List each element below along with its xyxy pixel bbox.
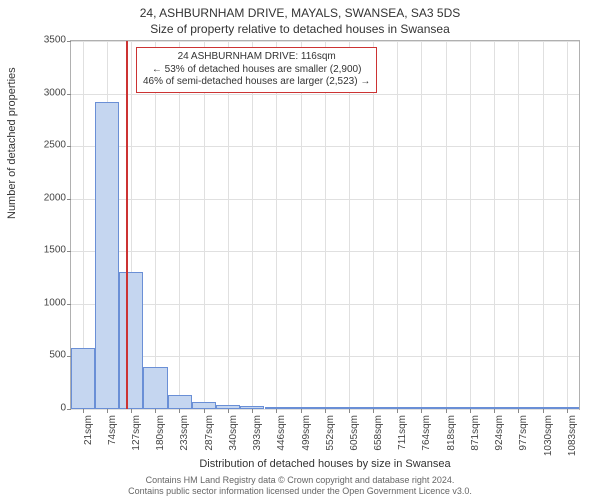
x-axis-label: Distribution of detached houses by size … <box>70 458 580 470</box>
x-tick-label: 605sqm <box>349 413 360 451</box>
gridline-v <box>470 41 471 409</box>
y-tick-label: 1500 <box>6 245 66 256</box>
y-tick-mark <box>67 409 71 410</box>
gridline-v <box>325 41 326 409</box>
annotation-box: 24 ASHBURNHAM DRIVE: 116sqm ← 53% of det… <box>136 47 377 93</box>
gridline-v <box>276 41 277 409</box>
x-tick-label: 233sqm <box>179 413 190 451</box>
footer-attribution: Contains HM Land Registry data © Crown c… <box>0 475 600 496</box>
x-tick-label: 287sqm <box>204 413 215 451</box>
x-tick-label: 1083sqm <box>567 413 578 456</box>
gridline-v <box>397 41 398 409</box>
histogram-bar <box>168 395 192 409</box>
gridline-v <box>518 41 519 409</box>
x-tick-label: 21sqm <box>83 413 94 445</box>
histogram-bar <box>361 407 385 409</box>
y-tick-label: 500 <box>6 350 66 361</box>
gridline-v <box>567 41 568 409</box>
histogram-bar <box>119 272 143 409</box>
gridline-v <box>204 41 205 409</box>
histogram-bar <box>216 405 240 409</box>
x-tick-label: 711sqm <box>397 413 408 450</box>
y-tick-label: 3000 <box>6 87 66 98</box>
footer-line-1: Contains HM Land Registry data © Crown c… <box>0 475 600 485</box>
gridline-v <box>446 41 447 409</box>
y-tick-mark <box>67 304 71 305</box>
gridline-v <box>349 41 350 409</box>
gridline-v <box>252 41 253 409</box>
histogram-bar <box>313 407 337 409</box>
y-tick-label: 1000 <box>6 297 66 308</box>
x-tick-label: 446sqm <box>276 413 287 451</box>
x-tick-label: 977sqm <box>518 413 529 451</box>
x-tick-label: 180sqm <box>155 413 166 451</box>
histogram-bar <box>506 407 530 409</box>
histogram-bar <box>554 407 578 409</box>
x-tick-label: 658sqm <box>373 413 384 451</box>
y-tick-mark <box>67 94 71 95</box>
x-tick-label: 127sqm <box>131 413 142 451</box>
y-tick-label: 2500 <box>6 140 66 151</box>
histogram-bar <box>458 407 482 409</box>
histogram-bar <box>192 402 216 409</box>
chart-title-main: 24, ASHBURNHAM DRIVE, MAYALS, SWANSEA, S… <box>0 6 600 20</box>
gridline-v <box>228 41 229 409</box>
y-tick-mark <box>67 199 71 200</box>
histogram-bar <box>385 407 409 409</box>
histogram-bar <box>482 407 506 409</box>
y-tick-mark <box>67 251 71 252</box>
histogram-bar <box>434 407 458 409</box>
gridline-v <box>373 41 374 409</box>
x-tick-label: 764sqm <box>421 413 432 451</box>
annotation-line-3: 46% of semi-detached houses are larger (… <box>143 76 370 89</box>
x-tick-label: 818sqm <box>446 413 457 451</box>
histogram-bar <box>289 407 313 409</box>
gridline-v <box>301 41 302 409</box>
histogram-bar <box>71 348 95 409</box>
annotation-line-1: 24 ASHBURNHAM DRIVE: 116sqm <box>143 51 370 64</box>
marker-line <box>126 41 128 409</box>
histogram-bar <box>240 406 264 409</box>
histogram-bar <box>337 407 361 409</box>
x-tick-label: 871sqm <box>470 413 481 451</box>
x-tick-label: 924sqm <box>494 413 505 451</box>
x-tick-label: 1030sqm <box>543 413 554 456</box>
y-tick-label: 2000 <box>6 192 66 203</box>
histogram-bar <box>410 407 434 409</box>
histogram-bar <box>95 102 119 409</box>
gridline-v <box>179 41 180 409</box>
histogram-bar <box>530 407 554 409</box>
y-tick-label: 3500 <box>6 35 66 46</box>
plot-area: 24 ASHBURNHAM DRIVE: 116sqm ← 53% of det… <box>70 40 580 410</box>
x-tick-label: 74sqm <box>107 413 118 445</box>
annotation-line-2: ← 53% of detached houses are smaller (2,… <box>143 64 370 77</box>
y-tick-label: 0 <box>6 403 66 414</box>
figure-container: 24, ASHBURNHAM DRIVE, MAYALS, SWANSEA, S… <box>0 0 600 500</box>
footer-line-2: Contains public sector information licen… <box>0 486 600 496</box>
x-tick-label: 499sqm <box>301 413 312 451</box>
gridline-v <box>421 41 422 409</box>
gridline-v <box>155 41 156 409</box>
histogram-bar <box>143 367 167 409</box>
gridline-v <box>543 41 544 409</box>
x-tick-label: 340sqm <box>228 413 239 451</box>
y-tick-mark <box>67 41 71 42</box>
chart-title-sub: Size of property relative to detached ho… <box>0 22 600 36</box>
y-tick-mark <box>67 146 71 147</box>
x-tick-label: 552sqm <box>325 413 336 451</box>
histogram-bar <box>265 407 289 409</box>
x-tick-label: 393sqm <box>252 413 263 451</box>
gridline-v <box>494 41 495 409</box>
